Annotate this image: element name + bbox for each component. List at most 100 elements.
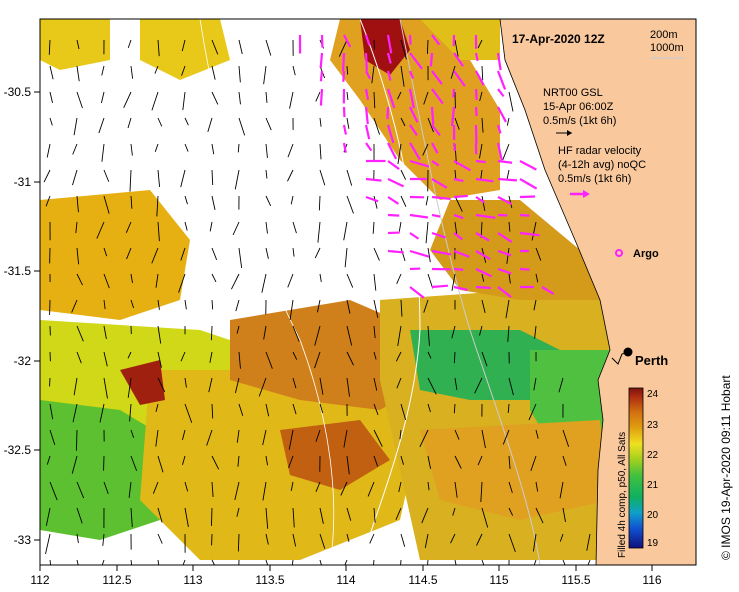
colorbar: 24 23 22 21 20 19 Filled 4h comp, p50, A… xyxy=(617,387,659,558)
model-arrow xyxy=(319,169,326,186)
radar-arrow xyxy=(431,284,449,289)
model-arrow xyxy=(344,559,348,565)
model-arrow xyxy=(400,559,402,565)
model-arrow xyxy=(346,351,354,366)
model-arrow xyxy=(103,481,109,495)
model-arrow xyxy=(258,377,267,397)
model-arrow xyxy=(101,559,105,565)
radar-arrow xyxy=(429,52,434,67)
model-arrow xyxy=(45,195,51,207)
model-arrow xyxy=(481,299,486,313)
model-legend-line2: 15-Apr 06:00Z xyxy=(543,101,614,113)
model-arrow xyxy=(127,351,132,359)
model-arrow xyxy=(180,351,186,362)
radar-arrow xyxy=(497,232,513,243)
model-arrow xyxy=(265,533,269,545)
radar-arrow xyxy=(453,177,464,183)
y-tick-label: -31 xyxy=(14,175,32,189)
radar-arrow xyxy=(519,178,538,190)
model-arrow xyxy=(291,559,294,565)
model-arrow xyxy=(263,325,267,340)
model-arrow xyxy=(290,481,294,491)
radar-arrow xyxy=(475,196,486,204)
radar-arrow xyxy=(519,267,530,271)
model-arrow xyxy=(397,325,402,347)
radar-arrow xyxy=(342,142,347,153)
radar-arrow xyxy=(364,106,369,125)
model-arrow xyxy=(508,481,513,493)
model-arrow xyxy=(373,377,378,391)
model-arrow xyxy=(288,429,294,450)
model-arrow xyxy=(130,65,134,79)
model-arrow xyxy=(508,273,511,284)
model-arrow xyxy=(502,143,510,161)
colorbar-tick: 20 xyxy=(647,510,659,521)
y-tick-label: -33 xyxy=(14,533,32,547)
model-arrow xyxy=(315,91,321,102)
model-arrow xyxy=(502,429,510,445)
radar-arrow xyxy=(475,285,491,290)
radar-arrow xyxy=(541,286,555,295)
model-legend-line3: 0.5m/s (1kt 6h) xyxy=(543,115,616,127)
model-arrow xyxy=(265,221,268,234)
model-arrow xyxy=(396,377,402,389)
model-arrow xyxy=(263,65,267,85)
model-arrow xyxy=(157,351,162,368)
bathymetry-deep xyxy=(199,19,335,565)
model-arrow xyxy=(211,143,215,155)
model-arrow xyxy=(157,299,160,310)
model-arrow xyxy=(508,221,511,232)
model-arrow xyxy=(130,429,135,438)
radar-arrow xyxy=(475,250,491,261)
model-arrow xyxy=(76,559,79,565)
model-arrow xyxy=(340,481,348,496)
radar-arrow xyxy=(450,106,456,127)
radar-arrow xyxy=(431,34,441,46)
radar-arrow xyxy=(342,70,346,82)
model-arrow xyxy=(76,39,80,50)
model-arrow xyxy=(373,351,377,360)
model-arrow xyxy=(178,273,186,293)
model-arrow xyxy=(237,533,240,552)
model-arrow xyxy=(319,533,326,549)
x-tick-label: 116 xyxy=(642,573,661,587)
model-arrow xyxy=(346,169,353,186)
radar-arrow xyxy=(474,106,478,117)
model-arrow xyxy=(346,455,350,475)
model-arrow xyxy=(182,429,186,440)
model-arrow xyxy=(535,247,542,261)
model-arrow xyxy=(184,481,189,492)
model-arrow xyxy=(533,299,537,311)
model-arrow xyxy=(481,351,488,367)
model-arrow xyxy=(479,91,483,102)
model-arrow xyxy=(425,221,429,244)
model-arrow xyxy=(346,273,354,288)
x-tick-label: 113 xyxy=(183,573,202,587)
model-arrow xyxy=(236,325,240,334)
model-arrow xyxy=(427,403,431,413)
model-arrow xyxy=(395,507,402,521)
model-arrow xyxy=(425,195,429,206)
colorbar-tick: 19 xyxy=(647,538,659,549)
model-arrow xyxy=(338,39,348,57)
model-arrow xyxy=(127,377,132,398)
model-arrow xyxy=(587,559,591,565)
model-arrow xyxy=(314,325,321,346)
model-arrow xyxy=(232,221,240,236)
model-arrow xyxy=(559,481,564,499)
model-arrow xyxy=(422,143,429,156)
radar-arrow xyxy=(497,159,513,164)
x-tick-label: 115.5 xyxy=(561,573,590,587)
model-arrow xyxy=(157,117,163,127)
model-arrow xyxy=(265,351,273,369)
model-arrow xyxy=(129,403,132,422)
model-arrow xyxy=(292,403,297,415)
model-arrow xyxy=(532,533,537,552)
x-tick-label: 113.5 xyxy=(255,573,284,587)
model-arrow xyxy=(103,299,106,310)
radar-arrow xyxy=(408,88,415,109)
model-arrow xyxy=(238,117,246,136)
model-arrow xyxy=(558,377,564,393)
model-arrow xyxy=(346,195,354,214)
model-arrow xyxy=(237,455,240,467)
